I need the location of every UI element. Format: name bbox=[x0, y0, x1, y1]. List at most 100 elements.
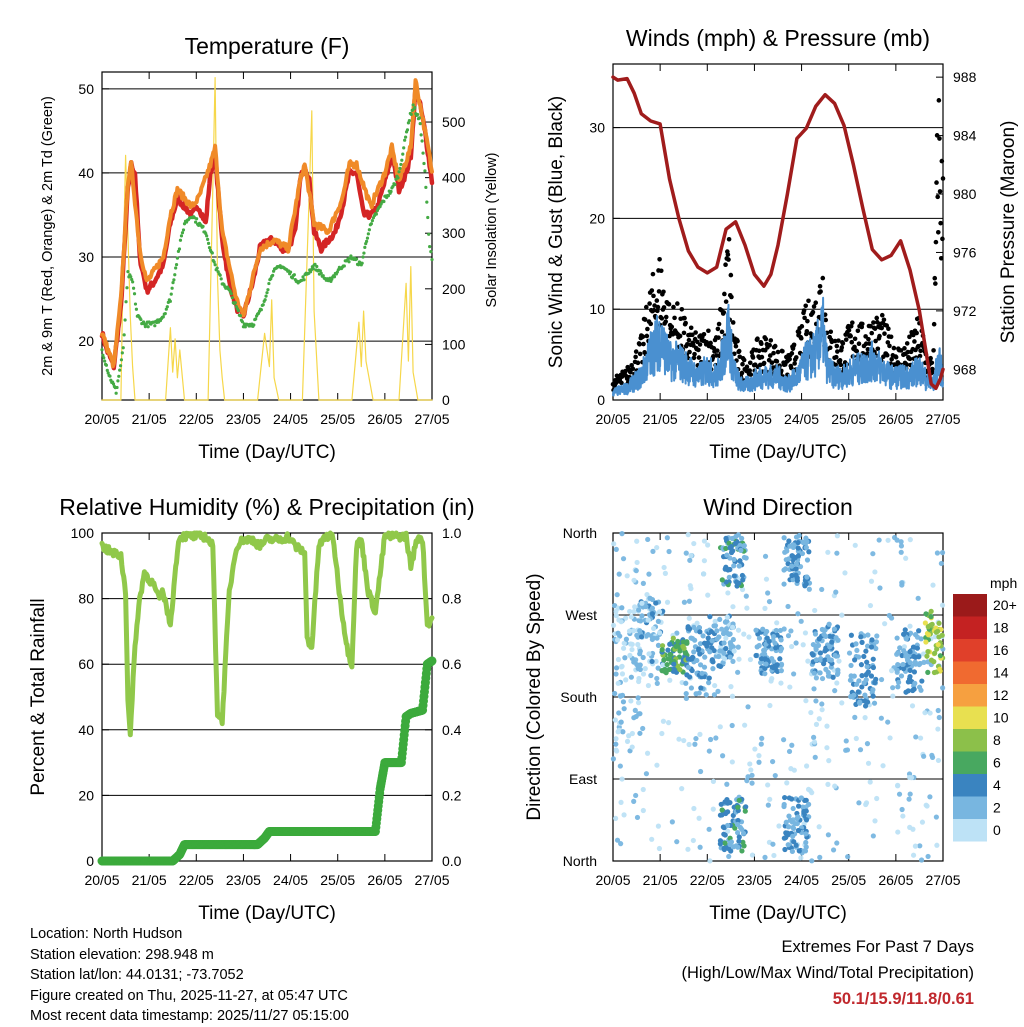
wind-direction-point bbox=[640, 786, 646, 793]
dewpoint-point bbox=[367, 228, 371, 232]
gust-point bbox=[669, 324, 675, 330]
gust-point bbox=[881, 317, 887, 323]
wind-direction-point bbox=[639, 613, 645, 619]
wind-direction-point bbox=[865, 760, 872, 766]
wind-direction-point bbox=[907, 791, 913, 797]
temperature-ytick-label: 50 bbox=[78, 81, 94, 97]
wind-direction-point bbox=[640, 671, 647, 677]
dewpoint-point bbox=[103, 359, 107, 363]
wind-direction-point bbox=[899, 652, 905, 659]
wind-direction-point bbox=[772, 640, 778, 646]
wind-direction-point bbox=[640, 725, 646, 732]
wind-direction-point bbox=[784, 780, 790, 786]
wind-direction-point bbox=[803, 535, 809, 541]
gust-point bbox=[933, 281, 938, 286]
wind-direction-point bbox=[878, 715, 884, 721]
dewpoint-point bbox=[426, 215, 430, 220]
wind-direction-point bbox=[721, 650, 727, 656]
wind-direction-point bbox=[876, 537, 882, 543]
station-elevation: Station elevation: 298.948 m bbox=[30, 946, 214, 963]
gust-point bbox=[645, 326, 650, 332]
wind-direction-point bbox=[778, 637, 784, 643]
wind-direction-point bbox=[654, 635, 660, 641]
gust-point bbox=[771, 350, 776, 356]
wind-direction-point bbox=[825, 549, 831, 555]
wind-direction-point bbox=[725, 809, 731, 815]
wind-direction-point bbox=[710, 806, 716, 812]
gust-point bbox=[686, 337, 692, 343]
wind-direction-point bbox=[631, 659, 637, 665]
wind-direction-point bbox=[804, 557, 811, 563]
wind-direction-point bbox=[939, 550, 946, 556]
wind-direction-point bbox=[632, 604, 638, 610]
wind-direction-point bbox=[729, 722, 735, 729]
gust-point bbox=[889, 356, 894, 362]
dewpoint-point bbox=[178, 238, 183, 242]
wind-direction-point bbox=[927, 794, 933, 800]
wind-direction-point bbox=[628, 674, 634, 680]
temperature-title: Temperature (F) bbox=[185, 33, 350, 59]
dewpoint-point bbox=[404, 135, 408, 139]
wind-direction-point bbox=[928, 657, 935, 663]
dewpoint-point bbox=[369, 222, 373, 226]
gust-point bbox=[891, 345, 897, 351]
wind-direction-point bbox=[770, 758, 776, 765]
wind-direction-point bbox=[655, 665, 661, 671]
wind-direction-point bbox=[615, 630, 621, 636]
colorbar-swatch bbox=[953, 661, 987, 684]
dewpoint-point bbox=[243, 325, 247, 329]
wind-direction-point bbox=[811, 670, 817, 676]
gust-point bbox=[852, 336, 858, 342]
dewpoint-point bbox=[403, 138, 407, 142]
wind-direction-point bbox=[685, 664, 691, 670]
gust-point bbox=[691, 355, 697, 361]
gust-point bbox=[708, 340, 713, 346]
solar-insolation-line bbox=[101, 76, 433, 401]
dewpoint-point bbox=[123, 318, 127, 322]
wind-direction-point bbox=[709, 645, 715, 651]
gust-point bbox=[840, 341, 846, 346]
wind-direction-point bbox=[739, 535, 745, 541]
wind-direction-point bbox=[843, 738, 849, 744]
wind-direction-point bbox=[918, 857, 925, 863]
wind-direction-point bbox=[701, 664, 708, 670]
dewpoint-point bbox=[428, 245, 432, 249]
gust-point bbox=[679, 306, 685, 312]
wind-direction-point bbox=[613, 815, 619, 821]
wind-direction-point bbox=[686, 598, 692, 604]
wind-direction-point bbox=[735, 817, 741, 824]
gust-point bbox=[839, 345, 845, 350]
wind-direction-point bbox=[726, 574, 732, 580]
wind-direction-point bbox=[809, 858, 815, 864]
winds-y2tick-label: 968 bbox=[953, 361, 977, 377]
gust-point bbox=[628, 369, 633, 375]
wind-direction-point bbox=[656, 845, 663, 852]
gust-point bbox=[935, 229, 941, 235]
gust-point bbox=[805, 318, 810, 324]
gust-point bbox=[799, 324, 805, 329]
wind-direction-point bbox=[724, 552, 730, 558]
wind-direction-point bbox=[683, 695, 689, 702]
gust-point bbox=[934, 133, 940, 138]
extremes-values: 50.1/15.9/11.8/0.61 bbox=[832, 990, 974, 1008]
wind-direction-point bbox=[803, 544, 809, 551]
wind-direction-point bbox=[627, 608, 633, 615]
wind-direction-point bbox=[905, 655, 911, 662]
wind-direction-point bbox=[667, 641, 673, 647]
wind-direction-point bbox=[925, 624, 931, 630]
dewpoint-point bbox=[396, 176, 400, 180]
wind-direction-point bbox=[822, 657, 828, 663]
gust-point bbox=[937, 189, 943, 194]
wind-direction-point bbox=[895, 650, 901, 656]
gust-point bbox=[729, 294, 734, 300]
wind-direction-point bbox=[817, 670, 823, 676]
wind-direction-point bbox=[762, 854, 768, 860]
winds-xtick-label: 23/05 bbox=[737, 411, 772, 427]
winds-xlabel: Time (Day/UTC) bbox=[709, 442, 847, 463]
wind-direction-point bbox=[863, 800, 870, 806]
gust-point bbox=[874, 315, 880, 321]
dewpoint-point bbox=[411, 103, 415, 107]
wind-direction-point bbox=[907, 623, 913, 629]
gust-point bbox=[661, 289, 666, 295]
wind-direction-point bbox=[735, 844, 741, 850]
